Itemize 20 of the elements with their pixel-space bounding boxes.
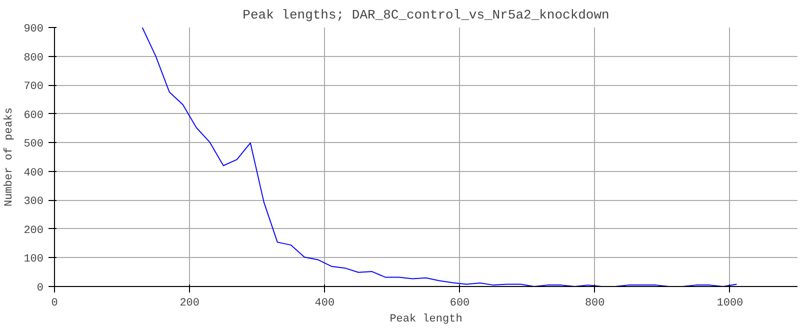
y-tick-label: 800 [24, 52, 44, 64]
y-tick-label: 400 [24, 167, 44, 180]
y-axis-title: Number of peaks [4, 107, 16, 207]
y-tick-label: 600 [24, 110, 44, 122]
y-tick-label: 900 [24, 24, 44, 36]
chart-title: Peak lengths; DAR_8C_control_vs_Nr5a2_knockdown [242, 8, 610, 22]
x-tick-label: 1000 [716, 298, 744, 310]
x-axis-title: Peak length [390, 314, 462, 326]
y-tick-label: 0 [36, 282, 44, 294]
x-tick-label: 0 [51, 298, 58, 310]
x-tick-label: 400 [314, 298, 335, 310]
y-tick-label: 700 [24, 81, 44, 94]
y-tick-label: 100 [24, 254, 44, 266]
x-tick-label: 200 [180, 298, 200, 310]
line-series [142, 28, 738, 286]
y-tick-label: 200 [24, 224, 44, 237]
y-tick-label: 500 [24, 138, 44, 151]
y-tick-label: 300 [24, 196, 44, 208]
x-tick-label: 600 [450, 298, 470, 310]
x-tick-label: 800 [584, 298, 605, 310]
